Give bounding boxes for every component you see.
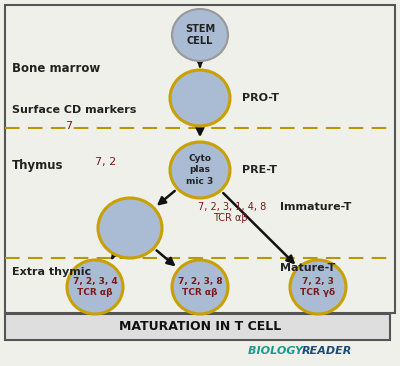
Text: READER: READER [302, 346, 352, 356]
Text: PRO-T: PRO-T [242, 93, 279, 103]
Ellipse shape [170, 70, 230, 126]
Ellipse shape [67, 260, 123, 314]
Text: Extra thymic: Extra thymic [12, 267, 91, 277]
Text: MATURATION IN T CELL: MATURATION IN T CELL [119, 321, 281, 333]
Text: Immature-T: Immature-T [280, 202, 351, 212]
Text: 7: 7 [65, 121, 72, 131]
Text: Cyto
plas
mic 3: Cyto plas mic 3 [186, 154, 214, 186]
Ellipse shape [98, 198, 162, 258]
Text: 7, 2, 3
TCR γδ: 7, 2, 3 TCR γδ [300, 277, 336, 297]
Text: TCR αβ: TCR αβ [213, 213, 248, 223]
Bar [5, 314, 390, 340]
Text: 7, 2: 7, 2 [95, 157, 116, 167]
Ellipse shape [172, 260, 228, 314]
Ellipse shape [290, 260, 346, 314]
Text: 7, 2, 3, 1, 4, 8: 7, 2, 3, 1, 4, 8 [198, 202, 266, 212]
Text: STEM
CELL: STEM CELL [185, 24, 215, 46]
Text: PRE-T: PRE-T [242, 165, 277, 175]
Text: Thymus: Thymus [12, 158, 64, 172]
Text: Bone marrow: Bone marrow [12, 61, 100, 75]
Ellipse shape [172, 9, 228, 61]
Text: 7, 2, 3, 8
TCR αβ: 7, 2, 3, 8 TCR αβ [178, 277, 222, 297]
Bar [5, 5, 395, 313]
Text: Mature-T: Mature-T [280, 263, 335, 273]
Text: Surface CD markers: Surface CD markers [12, 105, 136, 115]
Ellipse shape [170, 142, 230, 198]
Text: 7, 2, 3, 4
TCR αβ: 7, 2, 3, 4 TCR αβ [73, 277, 117, 297]
Text: BIOLOGY: BIOLOGY [248, 346, 307, 356]
